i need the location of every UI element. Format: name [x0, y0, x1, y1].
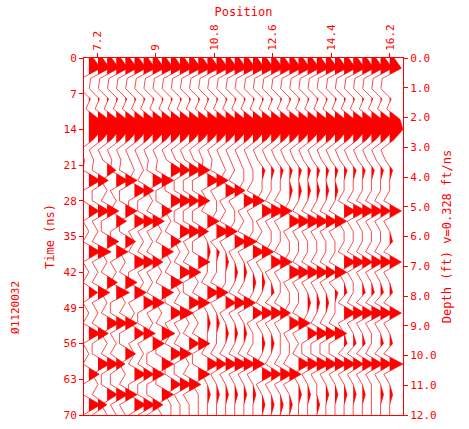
- svg-text:1.0: 1.0: [410, 82, 430, 95]
- svg-text:Ø1120032: Ø1120032: [9, 281, 22, 334]
- svg-text:7.0: 7.0: [410, 260, 430, 273]
- svg-text:28: 28: [64, 195, 77, 208]
- svg-text:14: 14: [64, 123, 78, 136]
- svg-text:16.2: 16.2: [384, 24, 397, 51]
- svg-text:4.0: 4.0: [410, 171, 430, 184]
- svg-text:11.0: 11.0: [410, 379, 437, 392]
- svg-text:8.0: 8.0: [410, 290, 430, 303]
- svg-text:63: 63: [64, 373, 77, 386]
- svg-text:Depth (ft) v=0.328 ft/ns: Depth (ft) v=0.328 ft/ns: [440, 150, 454, 323]
- svg-text:9.0: 9.0: [410, 320, 430, 333]
- svg-text:5.0: 5.0: [410, 201, 430, 214]
- svg-text:12.0: 12.0: [410, 409, 437, 422]
- svg-text:6.0: 6.0: [410, 230, 430, 243]
- svg-text:14.4: 14.4: [325, 24, 338, 51]
- svg-text:10.0: 10.0: [410, 349, 437, 362]
- svg-text:10.8: 10.8: [208, 24, 221, 51]
- svg-text:42: 42: [64, 266, 77, 279]
- svg-text:49: 49: [64, 302, 77, 315]
- svg-text:35: 35: [64, 230, 77, 243]
- svg-text:9: 9: [149, 44, 162, 51]
- svg-text:70: 70: [64, 409, 77, 422]
- svg-text:Time (ns): Time (ns): [43, 204, 57, 269]
- svg-text:3.0: 3.0: [410, 141, 430, 154]
- svg-text:2.0: 2.0: [410, 111, 430, 124]
- svg-text:Position: Position: [215, 5, 273, 19]
- svg-text:56: 56: [64, 337, 77, 350]
- svg-text:7.2: 7.2: [91, 31, 104, 51]
- svg-text:12.6: 12.6: [266, 24, 279, 51]
- svg-text:7: 7: [70, 88, 77, 101]
- svg-text:0.0: 0.0: [410, 52, 430, 65]
- svg-text:0: 0: [70, 52, 77, 65]
- svg-text:21: 21: [64, 159, 77, 172]
